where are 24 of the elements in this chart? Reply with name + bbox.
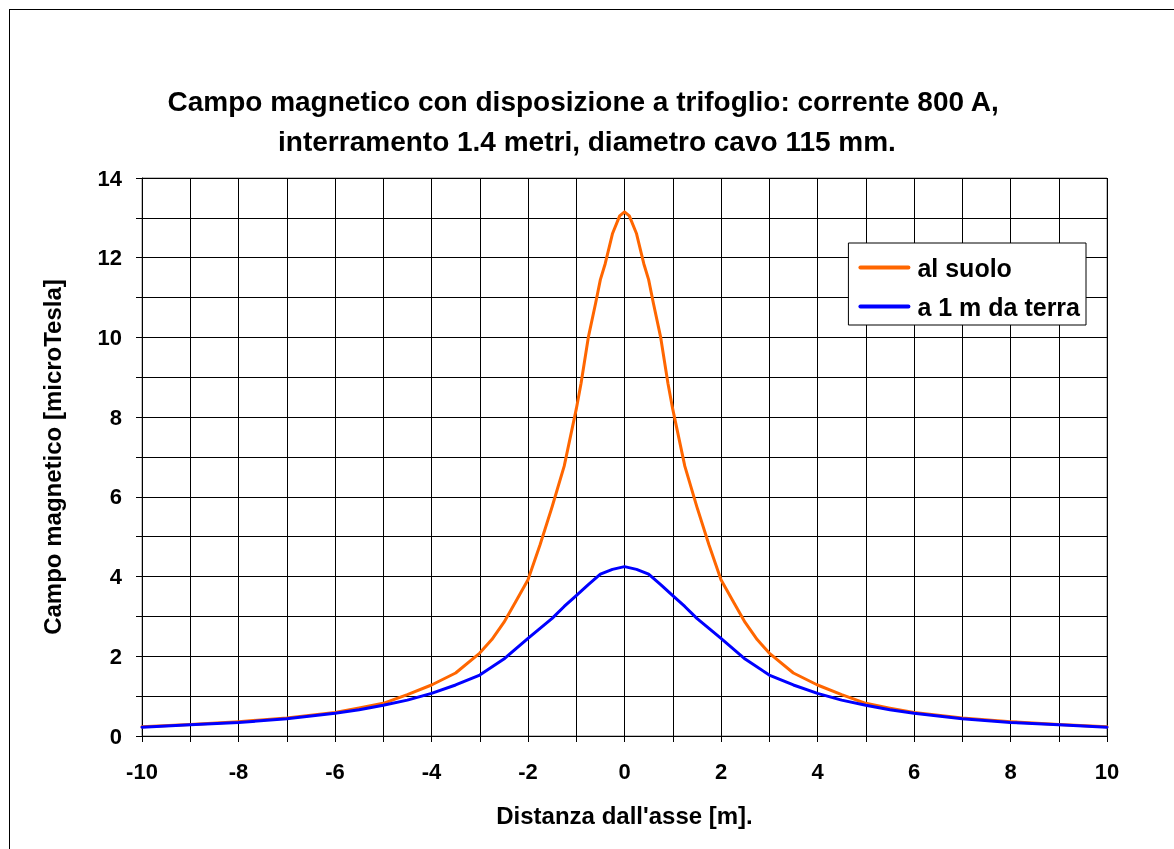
y-tick-label: 0	[109, 723, 122, 749]
x-tick-label: -6	[325, 758, 345, 784]
y-tick-label: 14	[97, 165, 123, 191]
x-tick-label: 8	[1004, 758, 1017, 784]
x-tick-label: -2	[518, 758, 538, 784]
y-tick-label: 12	[97, 245, 122, 271]
legend-label: a 1 m da terra	[917, 292, 1082, 321]
x-tick-label: -10	[126, 758, 158, 784]
chart-title: Campo magnetico con disposizione a trifoglio: corrente 800 A, interramento 1.4 metri, diametro cavo 115 mm.	[167, 85, 1007, 157]
x-tick-label: 6	[907, 758, 921, 784]
x-tick-label: 10	[1094, 758, 1120, 784]
x-tick-label: 2	[714, 758, 728, 784]
x-tick-label: 0	[618, 758, 631, 784]
x-tick-label: 4	[811, 758, 825, 784]
y-tick-label: 10	[97, 324, 122, 350]
y-axis-title: Campo magnetico [microTesla]	[38, 279, 66, 635]
legend-label: al suolo	[917, 253, 1012, 282]
x-tick-label: -4	[421, 758, 443, 784]
y-tick-label: 6	[109, 484, 122, 510]
x-axis-title: Distanza dall'asse [m].	[496, 801, 753, 829]
y-tick-label: 8	[109, 404, 122, 430]
x-tick-label: -8	[228, 758, 249, 784]
y-tick-label: 2	[109, 643, 122, 669]
y-tick-label: 4	[109, 564, 123, 590]
